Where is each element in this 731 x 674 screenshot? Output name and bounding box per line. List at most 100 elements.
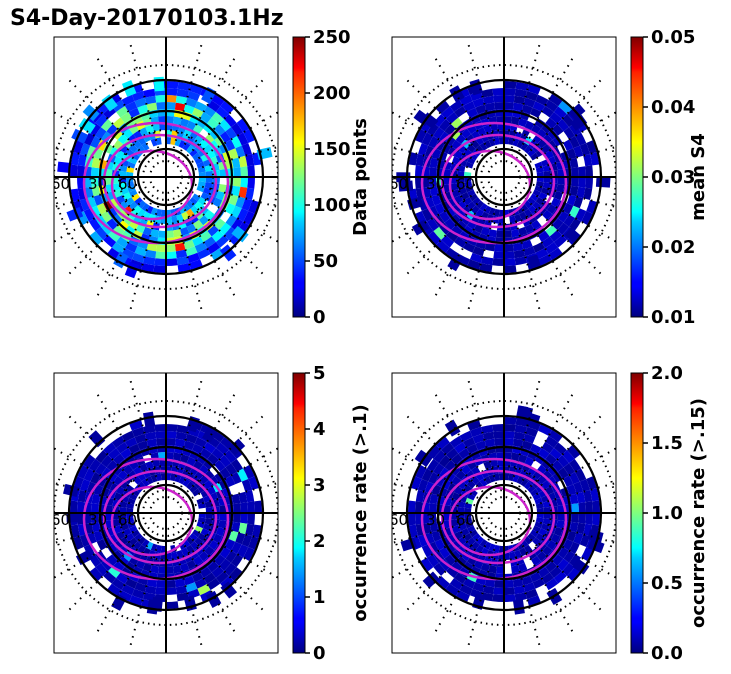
heatmap-bin (504, 230, 512, 238)
heatmap-bin (479, 539, 488, 548)
heatmap-bin (84, 522, 94, 535)
heatmap-bin (214, 459, 226, 472)
heatmap-bin (449, 435, 463, 448)
heatmap-bin (77, 501, 85, 513)
heatmap-bin (103, 570, 117, 584)
latitude-label: 60 (456, 511, 475, 529)
heatmap-bin (557, 547, 569, 559)
heatmap-bin (176, 88, 190, 98)
heatmap-bin (532, 134, 543, 144)
heatmap-bin (521, 239, 533, 250)
heatmap-bin (541, 123, 553, 134)
heatmap-bin (125, 241, 138, 253)
heatmap-bin (535, 94, 549, 106)
heatmap-bin (504, 473, 510, 481)
heatmap-bin (128, 107, 140, 119)
heatmap-bin (200, 112, 212, 124)
heatmap-bin (441, 106, 455, 120)
heatmap-bin (205, 170, 213, 177)
heatmap-bin (493, 473, 500, 482)
colorbar-gradient (292, 36, 306, 318)
heatmap-bin (237, 208, 249, 222)
heatmap-bin (475, 200, 484, 209)
colorbar-tick-label: 0.03 (651, 167, 695, 188)
heatmap-bin (434, 203, 446, 215)
heatmap-bin (156, 580, 166, 588)
heatmap-bin (80, 478, 91, 492)
heatmap-bin (121, 584, 135, 596)
latitude-label: 60 (51, 175, 70, 193)
heatmap-bin (158, 452, 166, 460)
heatmap-bin (231, 122, 244, 136)
latitude-label: 60 (389, 175, 408, 193)
heatmap-bin (535, 148, 545, 157)
heatmap-bin (210, 93, 225, 107)
heatmap-bin (207, 225, 220, 237)
heatmap-bin (512, 242, 524, 252)
heatmap-bin (562, 539, 574, 551)
heatmap-bin (194, 437, 207, 449)
heatmap-bin (166, 552, 173, 560)
heatmap-bin (111, 435, 125, 448)
colorbar-tick-label: 0.05 (651, 27, 695, 48)
heatmap-bin (132, 541, 142, 551)
heatmap-bin (197, 166, 206, 173)
heatmap-bin (186, 223, 197, 234)
heatmap-bin (230, 205, 242, 218)
heatmap-bin (219, 467, 231, 479)
heatmap-bin (472, 582, 485, 593)
heatmap-bin (545, 242, 559, 255)
heatmap-bin (415, 177, 423, 189)
heatmap-bin (524, 481, 533, 490)
heatmap-bin (233, 503, 241, 513)
heatmap-bin (545, 99, 559, 112)
heatmap-bin (192, 235, 204, 247)
heatmap-bin (455, 556, 467, 567)
heatmap-bin (472, 246, 485, 257)
heatmap-bin (480, 88, 494, 98)
heatmap-bin (542, 209, 553, 221)
heatmap-bin (207, 453, 220, 465)
heatmap-bin (73, 140, 84, 154)
heatmap-bin (498, 473, 504, 481)
heatmap-bin (444, 419, 461, 437)
heatmap-bin (429, 513, 437, 523)
heatmap-bin (215, 234, 229, 248)
heatmap-bin (186, 120, 197, 131)
heatmap-bin (154, 424, 166, 432)
heatmap-bin (247, 501, 255, 513)
heatmap-bin (112, 519, 121, 527)
heatmap-bin (155, 137, 162, 146)
heatmap-bin (436, 575, 450, 590)
heatmap-bin (421, 544, 433, 558)
heatmap-bin (438, 455, 451, 468)
colorbar-tick-label: 2.0 (651, 363, 683, 384)
heatmap-bin (552, 554, 564, 567)
heatmap-bin (174, 102, 186, 112)
heatmap-bin (228, 567, 243, 581)
heatmap-bin (433, 562, 447, 576)
heatmap-bin (463, 577, 476, 589)
heatmap-bin (91, 185, 101, 197)
heatmap-bin (537, 474, 547, 485)
magnetic-contour (440, 469, 556, 565)
heatmap-bin (119, 506, 127, 513)
heatmap-bin (516, 476, 524, 485)
heatmap-bin (569, 157, 579, 169)
heatmap-bin (524, 472, 533, 482)
heatmap-bin (198, 215, 210, 226)
latitude-label: 30 (88, 175, 107, 193)
heatmap-bin (483, 460, 492, 470)
heatmap-bin (106, 554, 118, 567)
heatmap-bin (566, 567, 581, 581)
heatmap-bin (569, 493, 579, 505)
heatmap-bin (179, 118, 190, 128)
heatmap-bin (464, 513, 472, 519)
heatmap-bin (158, 230, 166, 238)
heatmap-bin (158, 566, 166, 574)
heatmap-bin (192, 488, 201, 497)
heatmap-bin (571, 167, 579, 177)
heatmap-bin (119, 500, 128, 508)
heatmap-bin (553, 106, 567, 120)
heatmap-bin (585, 513, 593, 525)
